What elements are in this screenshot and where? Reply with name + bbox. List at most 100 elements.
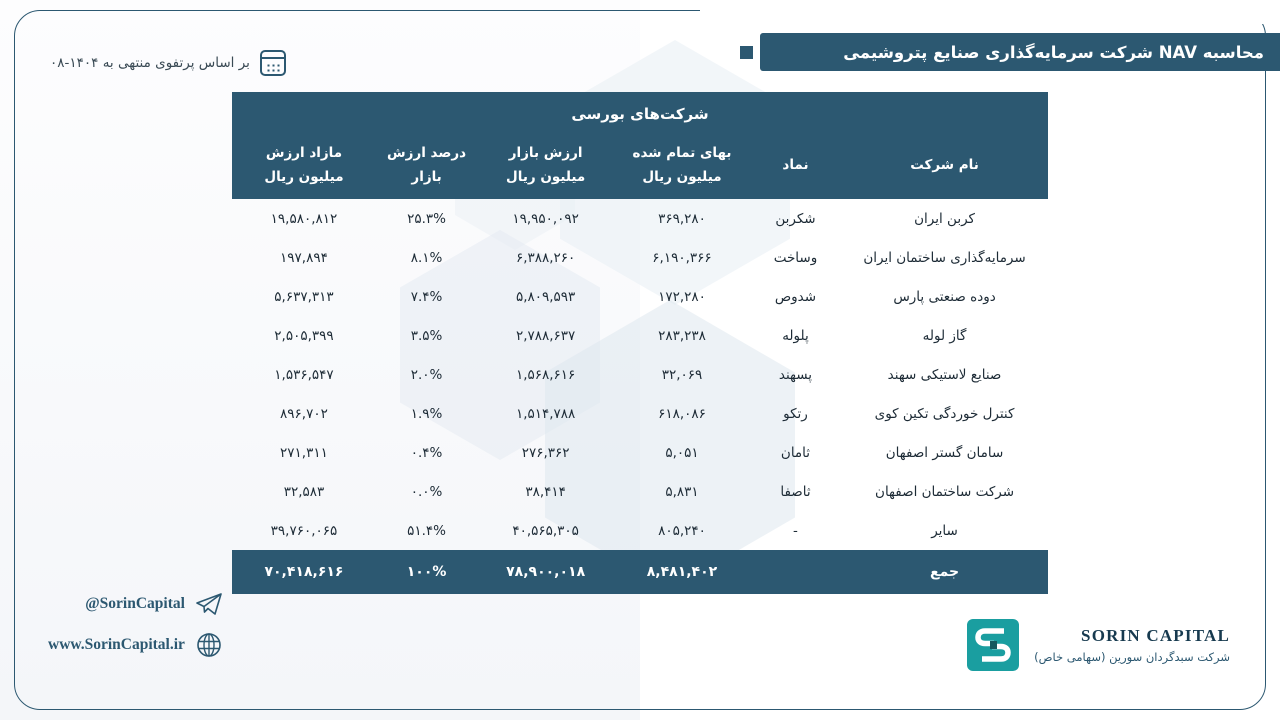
cell-percent: ۲۵.۳%: [407, 210, 447, 227]
col-head-percent: درصد ارزش بازار: [375, 136, 478, 200]
brand-name-fa: شرکت سبدگردان سورین (سهامی خاص): [1034, 650, 1230, 664]
cell-cost: ۳۲,۰۶۹: [661, 366, 703, 383]
cell-name: گاز لوله: [922, 327, 967, 344]
col-head-symbol: نماد: [749, 136, 842, 200]
cell-symbol: ثامان: [780, 444, 811, 461]
cell-market-value: ۳۸,۴۱۴: [525, 483, 566, 500]
table-row: گاز لوله پلوله ۲۸۳,۲۳۸ ۲,۷۸۸,۶۳۷ ۳.۵% ۲,…: [232, 316, 1048, 355]
title-rule: [1250, 51, 1280, 53]
cell-cost: ۵,۸۳۱: [665, 483, 699, 500]
cell-name: کنترل خوردگی تکین کوی: [874, 405, 1015, 422]
cell-total-cost: ۸,۴۸۱,۴۰۲: [614, 550, 750, 595]
table-section-title-row: شرکت‌های بورسی: [232, 92, 1048, 136]
cell-total-market-value: ۷۸,۹۰۰,۰۱۸: [477, 550, 615, 595]
col-head-surplus: مازاد ارزش میلیون ریال: [232, 136, 376, 200]
cell-cost: ۸۰۵,۲۴۰: [658, 522, 706, 539]
cell-total-surplus: ۷۰,۴۱۸,۶۱۶: [232, 550, 376, 595]
cell-symbol: پسهند: [778, 366, 813, 383]
cell-total-label: جمع: [841, 550, 1048, 595]
table-row: سرمایه‌گذاری ساختمان ایران وساخت ۶,۱۹۰,۳…: [232, 238, 1048, 277]
telegram-link[interactable]: @SorinCapital: [48, 592, 222, 616]
cell-cost: ۱۷۲,۲۸۰: [658, 288, 706, 305]
cell-market-value: ۶,۳۸۸,۲۶۰: [515, 249, 576, 266]
col-head-symbol-line1: نماد: [782, 156, 809, 173]
col-head-market-value-line2: میلیون ریال: [506, 168, 586, 185]
cell-name: سامان گستر اصفهان: [885, 444, 1004, 461]
cell-name: صنایع لاستیکی سهند: [887, 366, 1002, 383]
table-row: کنترل خوردگی تکین کوی رتکو ۶۱۸,۰۸۶ ۱,۵۱۴…: [232, 394, 1048, 433]
page-title: محاسبه NAV شرکت سرمایه‌گذاری صنایع پتروش…: [843, 42, 1264, 62]
cell-cost: ۲۸۳,۲۳۸: [658, 327, 706, 344]
cell-symbol: رتکو: [783, 405, 808, 422]
cell-cost: ۶,۱۹۰,۳۶۶: [652, 249, 712, 266]
cell-surplus: ۵,۶۳۷,۳۱۳: [274, 288, 334, 305]
title-accent-square: [740, 46, 753, 59]
col-head-cost: بهای تمام شده میلیون ریال: [614, 136, 750, 200]
table-section-title: شرکت‌های بورسی: [232, 92, 1048, 136]
telegram-handle: @SorinCapital: [85, 595, 185, 612]
sorin-logo: [966, 618, 1020, 672]
col-head-market-value: ارزش بازار میلیون ریال: [477, 136, 615, 200]
table-row: صنایع لاستیکی سهند پسهند ۳۲,۰۶۹ ۱,۵۶۸,۶۱…: [232, 355, 1048, 394]
table-total-row: جمع ۸,۴۸۱,۴۰۲ ۷۸,۹۰۰,۰۱۸ ۱۰۰% ۷۰,۴۱۸,۶۱۶: [232, 550, 1048, 595]
cell-market-value: ۱۹,۹۵۰,۰۹۲: [512, 210, 579, 227]
cell-name: دوده صنعتی پارس: [893, 288, 996, 305]
cell-market-value: ۲۷۶,۳۶۲: [521, 444, 570, 461]
table-head: شرکت‌های بورسی نام شرکت نماد بهای تمام ش…: [232, 92, 1048, 200]
col-head-name: نام شرکت: [841, 136, 1048, 200]
telegram-icon: [196, 592, 222, 616]
cell-surplus: ۳۲,۵۸۳: [283, 483, 325, 500]
report-date-text: بر اساس پرتفوی منتهی به ۱۴۰۴-۰۸: [50, 55, 250, 71]
cell-name: شرکت ساختمان اصفهان: [875, 483, 1015, 500]
brand-block: SORIN CAPITAL شرکت سبدگردان سورین (سهامی…: [966, 618, 1230, 672]
cell-market-value: ۴۰,۵۶۵,۳۰۵: [512, 522, 579, 539]
website-link[interactable]: www.SorinCapital.ir: [48, 632, 222, 658]
cell-percent: ۸.۱%: [410, 249, 443, 266]
cell-symbol: وساخت: [773, 249, 818, 266]
cell-percent: ۵۱.۴%: [407, 522, 447, 539]
cell-surplus: ۲,۵۰۵,۳۹۹: [274, 327, 334, 344]
brand-name-en: SORIN CAPITAL: [1081, 626, 1230, 645]
table-row: کربن ایران شکربن ۳۶۹,۲۸۰ ۱۹,۹۵۰,۰۹۲ ۲۵.۳…: [232, 199, 1048, 238]
cell-market-value: ۲,۷۸۸,۶۳۷: [515, 327, 576, 344]
cell-percent: ۲.۰%: [410, 366, 443, 383]
cell-percent: ۰.۰%: [410, 483, 443, 500]
col-head-percent-line1: درصد ارزش بازار: [387, 145, 467, 185]
cell-total-symbol: [749, 550, 842, 595]
cell-surplus: ۱,۵۳۶,۵۴۷: [274, 366, 334, 383]
cell-surplus: ۱۹۷,۸۹۴: [280, 249, 328, 266]
cell-percent: ۷.۴%: [410, 288, 443, 305]
cell-surplus: ۱۹,۵۸۰,۸۱۲: [270, 210, 338, 227]
col-head-name-line1: نام شرکت: [910, 156, 979, 173]
col-head-cost-line2: میلیون ریال: [642, 168, 722, 185]
table-row: شرکت ساختمان اصفهان ثاصفا ۵,۸۳۱ ۳۸,۴۱۴ ۰…: [232, 472, 1048, 511]
report-date: بر اساس پرتفوی منتهی به ۱۴۰۴-۰۸: [50, 50, 286, 76]
table-row: دوده صنعتی پارس شدوص ۱۷۲,۲۸۰ ۵,۸۰۹,۵۹۳ ۷…: [232, 277, 1048, 316]
cell-surplus: ۲۷۱,۳۱۱: [280, 444, 328, 461]
col-head-surplus-line2: میلیون ریال: [264, 168, 344, 185]
calendar-icon: [259, 50, 286, 76]
cell-name: سرمایه‌گذاری ساختمان ایران: [863, 249, 1026, 266]
col-head-surplus-line1: مازاد ارزش: [265, 145, 343, 161]
cell-surplus: ۳۹,۷۶۰,۰۶۵: [270, 522, 338, 539]
cell-percent: ۰.۴%: [410, 444, 443, 461]
page-title-bar: محاسبه NAV شرکت سرمایه‌گذاری صنایع پتروش…: [740, 33, 1280, 71]
social-links: @SorinCapital www.SorinCapital.ir: [48, 592, 222, 658]
nav-table-container: شرکت‌های بورسی نام شرکت نماد بهای تمام ش…: [232, 92, 1048, 595]
col-head-market-value-line1: ارزش بازار: [508, 145, 583, 161]
cell-market-value: ۱,۵۶۸,۶۱۶: [515, 366, 576, 383]
cell-cost: ۶۱۸,۰۸۶: [658, 405, 706, 422]
nav-table: شرکت‌های بورسی نام شرکت نماد بهای تمام ش…: [232, 92, 1048, 595]
cell-percent: ۱.۹%: [410, 405, 443, 422]
cell-cost: ۵,۰۵۱: [665, 444, 699, 461]
cell-symbol: شکربن: [775, 210, 816, 227]
brand-text: SORIN CAPITAL شرکت سبدگردان سورین (سهامی…: [1034, 626, 1230, 664]
cell-cost: ۳۶۹,۲۸۰: [658, 210, 706, 227]
website-url: www.SorinCapital.ir: [48, 636, 185, 653]
frame-mask: [700, 2, 1266, 24]
table-header-row: نام شرکت نماد بهای تمام شده میلیون ریال …: [232, 136, 1048, 200]
cell-name: کربن ایران: [914, 210, 975, 227]
cell-symbol: ثاصفا: [780, 483, 811, 500]
col-head-cost-line1: بهای تمام شده: [632, 145, 732, 161]
cell-total-percent: ۱۰۰%: [375, 550, 478, 595]
